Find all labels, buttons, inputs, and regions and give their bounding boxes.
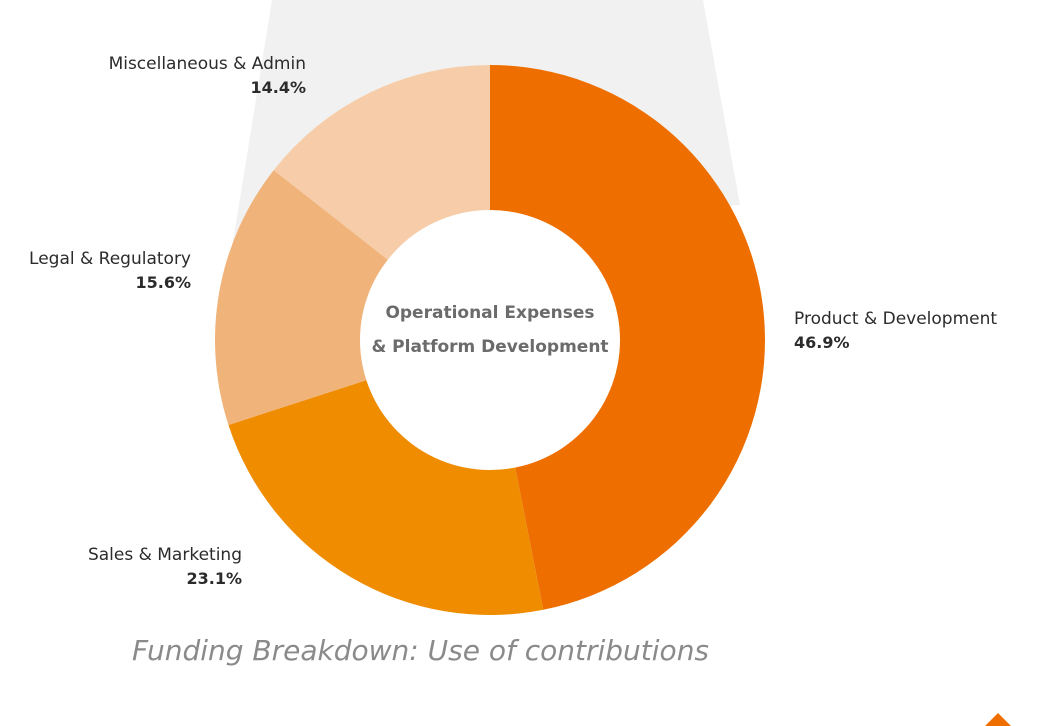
slice-label-miscellaneous-admin: Miscellaneous & Admin [109, 54, 306, 74]
slice-label-product-development: Product & Development [794, 309, 997, 329]
corner-accent-shape [985, 713, 1011, 726]
slice-label-legal-regulatory: Legal & Regulatory [29, 249, 191, 269]
center-label-line-1: Operational Expenses [385, 303, 594, 323]
donut-hole [360, 210, 620, 470]
chart-caption: Funding Breakdown: Use of contributions [132, 634, 710, 667]
slice-product-development [490, 65, 765, 610]
slice-value-sales-marketing: 23.1% [186, 569, 242, 588]
slice-value-miscellaneous-admin: 14.4% [250, 78, 306, 97]
center-label-line-2: & Platform Development [371, 337, 608, 357]
slice-value-legal-regulatory: 15.6% [135, 273, 191, 292]
slice-label-sales-marketing: Sales & Marketing [88, 545, 242, 565]
slice-value-product-development: 46.9% [794, 333, 850, 352]
